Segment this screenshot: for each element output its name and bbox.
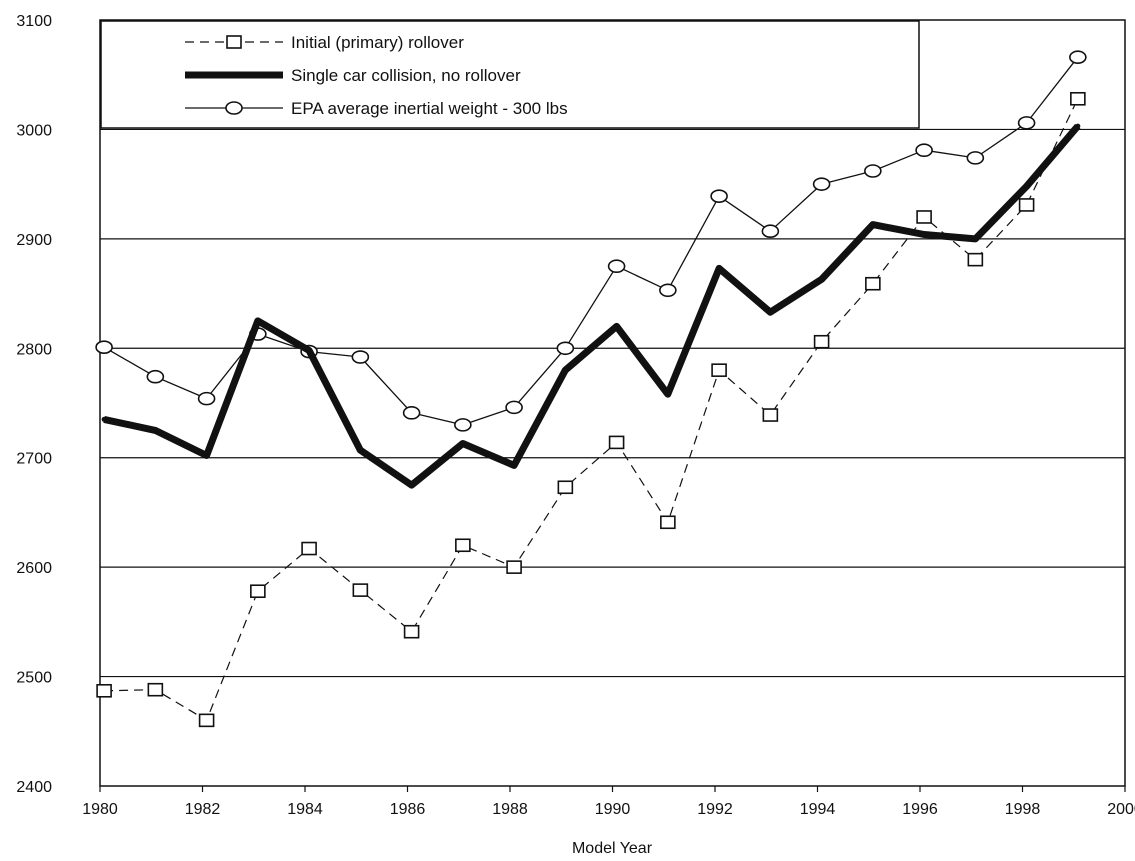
data-point [967,252,984,267]
data-point [409,482,415,488]
data-point [819,276,825,282]
data-point [767,309,773,315]
y-tick-label: 2500 [16,670,52,687]
data-point [402,406,421,420]
x-tick-label: 1994 [800,801,836,818]
data-point [614,323,620,329]
x-axis-title: Model Year [572,840,653,857]
data-point [865,276,881,291]
data-point [351,350,370,364]
data-point [505,400,523,415]
data-point [710,189,728,203]
data-point [146,369,165,384]
legend-label: EPA average inertial weight - 300 lbs [291,99,568,118]
data-point [147,682,164,697]
data-point [225,101,243,115]
series-1 [101,123,1081,489]
plot-area [99,19,1126,787]
gridlines [100,128,1125,678]
data-point [306,347,312,353]
data-point [966,151,985,165]
data-point [357,447,363,453]
data-point [255,318,261,324]
x-axis-ticks: 1980 1982 1984 1986 1988 1990 1992 1994 1996 1998… [82,786,1135,818]
legend-label: Initial (primary) rollover [291,33,464,52]
data-point [562,367,568,373]
data-point [557,480,574,495]
x-tick-label: 1990 [595,801,631,818]
data-point [1017,116,1036,130]
data-point [665,391,671,397]
data-point [204,453,210,459]
y-tick-label: 2600 [16,560,52,577]
y-axis-ticks: 2400 2500 2600 2700 2800 2900 3000 3100 [16,13,52,796]
y-tick-label: 3000 [16,122,52,139]
data-point [813,334,830,349]
data-point [556,341,575,356]
data-point [870,222,876,228]
data-point [916,210,932,224]
x-tick-label: 1992 [697,801,733,818]
data-point [250,584,266,599]
data-point [711,363,727,377]
data-point [1018,198,1035,212]
y-tick-label: 2400 [16,779,52,796]
data-point [506,560,522,574]
data-point [915,143,933,158]
data-point [152,427,158,433]
data-point [231,72,237,78]
x-tick-label: 1998 [1005,801,1041,818]
x-tick-label: 1984 [287,801,323,818]
data-point [812,177,831,191]
series-line [103,56,1079,426]
series-line [104,98,1079,721]
x-tick-label: 1988 [492,801,528,818]
data-point [1070,91,1086,106]
y-tick-label: 2900 [16,232,52,249]
data-point [716,265,722,271]
data-point [864,164,882,178]
series-line [103,123,1081,489]
data-point [761,224,780,238]
x-tick-label: 1996 [902,801,938,818]
data-point [511,462,517,468]
legend: Initial (primary) rollover Single car col… [100,20,920,129]
legend-label: Single car collision, no rollover [291,66,521,85]
data-point [1024,183,1030,189]
data-point [455,538,471,553]
data-point [1069,50,1087,65]
data-point [95,340,113,354]
data-point [762,408,779,422]
series-layer [95,50,1087,728]
data-point [197,391,216,406]
data-point [352,583,369,597]
data-point [403,624,420,639]
data-point [101,416,107,422]
data-point [460,440,466,446]
series-2 [95,50,1087,432]
data-point [659,283,677,298]
data-point [607,259,626,274]
data-point [454,418,472,432]
data-point [198,713,215,728]
data-point [96,683,112,698]
data-point [660,515,676,530]
x-tick-label: 2000 [1107,801,1135,818]
x-tick-label: 1986 [390,801,426,818]
y-tick-label: 2800 [16,341,52,358]
data-point [1075,123,1081,129]
data-point [301,541,317,556]
data-point [921,231,927,237]
data-point [608,435,625,450]
data-point [972,236,978,242]
x-tick-label: 1982 [185,801,221,818]
data-point [226,35,242,49]
y-tick-label: 3100 [16,13,52,30]
y-tick-label: 2700 [16,451,52,468]
series-0 [96,91,1086,728]
x-tick-label: 1980 [82,801,118,818]
